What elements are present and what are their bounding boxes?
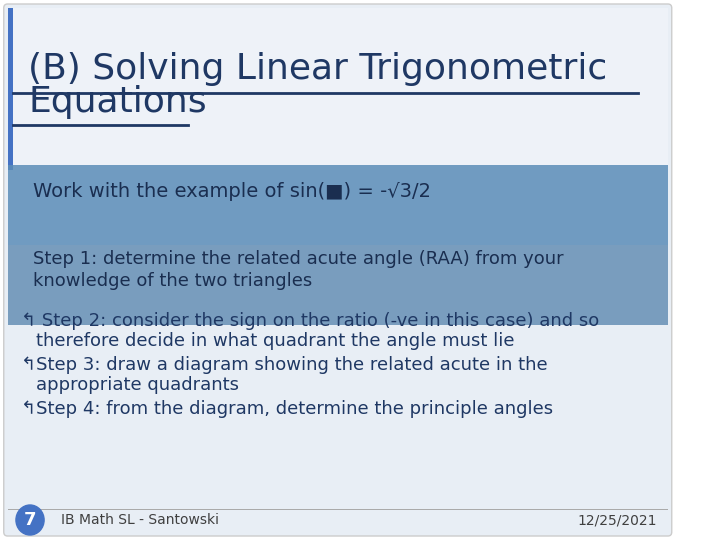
Text: Equations: Equations <box>28 85 207 119</box>
Bar <box>7 245 668 325</box>
Text: therefore decide in what quadrant the angle must lie: therefore decide in what quadrant the an… <box>36 332 514 350</box>
Text: knowledge of the two triangles: knowledge of the two triangles <box>33 272 312 290</box>
FancyBboxPatch shape <box>4 4 672 536</box>
Text: ↰Step 4: from the diagram, determine the principle angles: ↰Step 4: from the diagram, determine the… <box>21 400 553 418</box>
Text: Work with the example of sin(■) = -√3/2: Work with the example of sin(■) = -√3/2 <box>33 182 431 201</box>
Text: (B) Solving Linear Trigonometric: (B) Solving Linear Trigonometric <box>28 52 608 86</box>
Text: ↰ Step 2: consider the sign on the ratio (-ve in this case) and so: ↰ Step 2: consider the sign on the ratio… <box>21 312 599 330</box>
Bar <box>7 165 668 245</box>
Text: Step 1: determine the related acute angle (RAA) from your: Step 1: determine the related acute angl… <box>33 250 564 268</box>
Text: 7: 7 <box>24 511 36 529</box>
Text: 12/25/2021: 12/25/2021 <box>577 513 657 527</box>
FancyBboxPatch shape <box>7 8 668 170</box>
Bar <box>7 8 13 170</box>
Bar <box>7 509 668 510</box>
Text: IB Math SL - Santowski: IB Math SL - Santowski <box>61 513 219 527</box>
Text: ↰Step 3: draw a diagram showing the related acute in the: ↰Step 3: draw a diagram showing the rela… <box>21 356 547 374</box>
Circle shape <box>16 505 44 535</box>
Text: appropriate quadrants: appropriate quadrants <box>36 376 238 394</box>
